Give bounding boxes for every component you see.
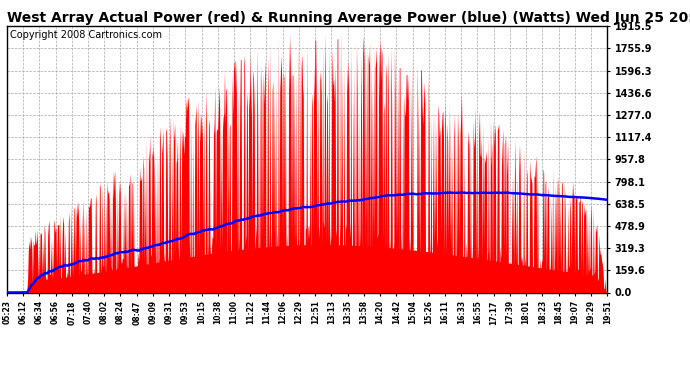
Text: West Array Actual Power (red) & Running Average Power (blue) (Watts) Wed Jun 25 : West Array Actual Power (red) & Running …: [7, 11, 690, 25]
Text: Copyright 2008 Cartronics.com: Copyright 2008 Cartronics.com: [10, 30, 162, 40]
